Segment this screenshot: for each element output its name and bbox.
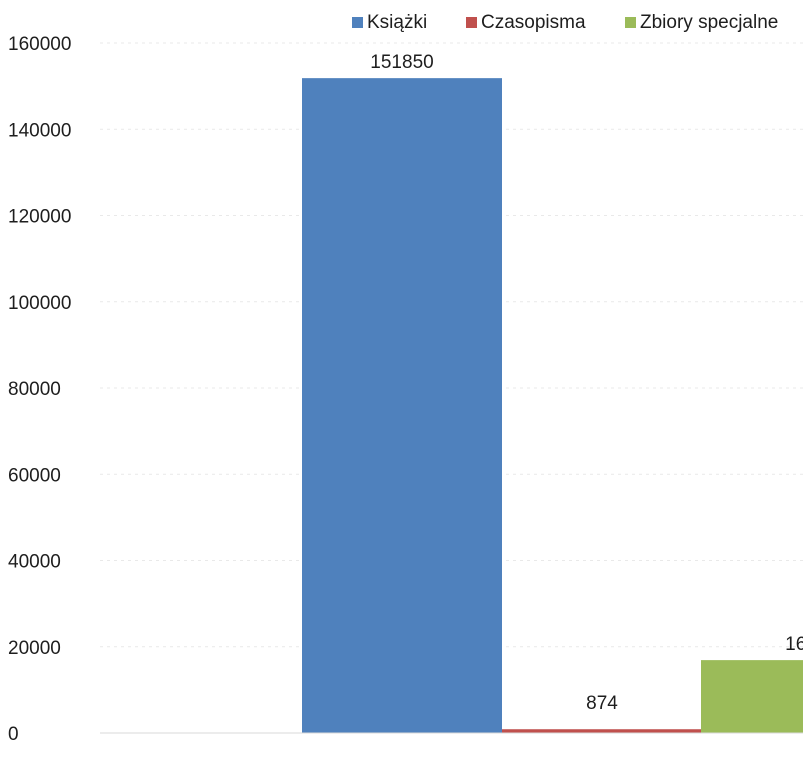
y-tick-label: 80000 bbox=[8, 379, 61, 400]
bar-ksiazki bbox=[302, 78, 502, 734]
legend-swatch-zbiory-specjalne bbox=[625, 17, 636, 28]
y-tick-label: 160000 bbox=[8, 34, 71, 55]
y-tick-label: 100000 bbox=[8, 293, 71, 314]
y-tick-label: 40000 bbox=[8, 552, 61, 573]
y-axis: 0 20000 40000 60000 80000 100000 120000 140000 1… bbox=[8, 34, 71, 745]
legend: Książki Czasopisma Zbiory specjalne bbox=[352, 12, 778, 33]
y-tick-label: 120000 bbox=[8, 207, 71, 228]
legend-swatch-czasopisma bbox=[466, 17, 477, 28]
y-tick-label: 60000 bbox=[8, 465, 61, 486]
legend-swatch-ksiazki bbox=[352, 17, 363, 28]
data-label-zbiory-specjalne: 169 bbox=[785, 634, 803, 655]
data-label-ksiazki: 151850 bbox=[370, 52, 433, 73]
y-tick-label: 20000 bbox=[8, 638, 61, 659]
bars bbox=[100, 78, 803, 734]
y-tick-label: 140000 bbox=[8, 120, 71, 141]
bar-zbiory-specjalne bbox=[701, 660, 803, 733]
bar-czasopisma bbox=[502, 729, 702, 733]
y-tick-label: 0 bbox=[8, 724, 19, 745]
legend-label-zbiory-specjalne: Zbiory specjalne bbox=[640, 12, 778, 33]
data-label-czasopisma: 874 bbox=[586, 693, 618, 714]
legend-label-czasopisma: Czasopisma bbox=[481, 12, 586, 33]
legend-label-ksiazki: Książki bbox=[367, 12, 427, 33]
data-labels: 151850 874 169 bbox=[370, 52, 803, 714]
